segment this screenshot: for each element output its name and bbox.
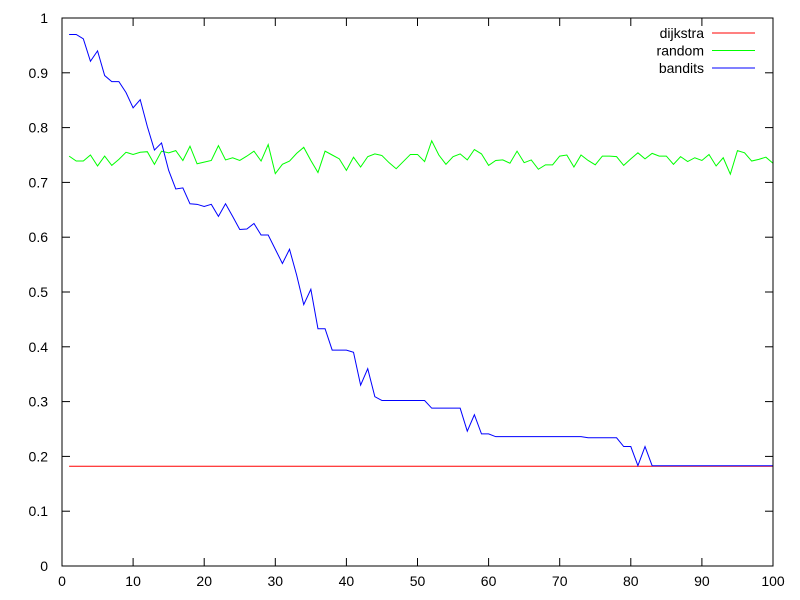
- x-tick-label: 60: [481, 573, 497, 589]
- legend-label-random: random: [657, 43, 704, 59]
- y-tick-label: 0.1: [29, 503, 49, 519]
- y-tick-label: 0.4: [29, 339, 49, 355]
- y-tick-label: 0.2: [29, 448, 49, 464]
- legend-label-dijkstra: dijkstra: [660, 25, 705, 41]
- y-tick-label: 0.3: [29, 394, 49, 410]
- x-tick-label: 10: [125, 573, 141, 589]
- series-line-random: [68, 139, 774, 176]
- x-axis: 0 10 20 30 40 50 60 70 80 90 100: [58, 18, 785, 589]
- series-line-bandits: [69, 33, 773, 468]
- y-tick-label: 0.8: [29, 120, 49, 136]
- y-tick-label: 0.5: [29, 284, 49, 300]
- x-tick-label: 40: [339, 573, 355, 589]
- x-tick-label: 100: [761, 573, 785, 589]
- x-tick-label: 50: [410, 573, 426, 589]
- x-tick-label: 0: [58, 573, 66, 589]
- x-tick-label: 90: [694, 573, 710, 589]
- y-tick-label: 0: [40, 558, 48, 574]
- x-tick-label: 70: [552, 573, 568, 589]
- series-lines: [68, 33, 774, 468]
- plot-frame: [61, 17, 774, 567]
- legend-label-bandits: bandits: [659, 60, 704, 76]
- x-tick-label: 30: [268, 573, 284, 589]
- y-axis: 0 0.1 0.2 0.3 0.4 0.5 0.6 0.7 0.8 0.9 1: [29, 10, 773, 574]
- y-tick-label: 0.7: [29, 174, 49, 190]
- x-tick-label: 20: [196, 573, 212, 589]
- x-tick-label: 80: [623, 573, 639, 589]
- y-tick-label: 0.6: [29, 229, 49, 245]
- y-tick-label: 0.9: [29, 65, 49, 81]
- y-tick-label: 1: [40, 10, 48, 26]
